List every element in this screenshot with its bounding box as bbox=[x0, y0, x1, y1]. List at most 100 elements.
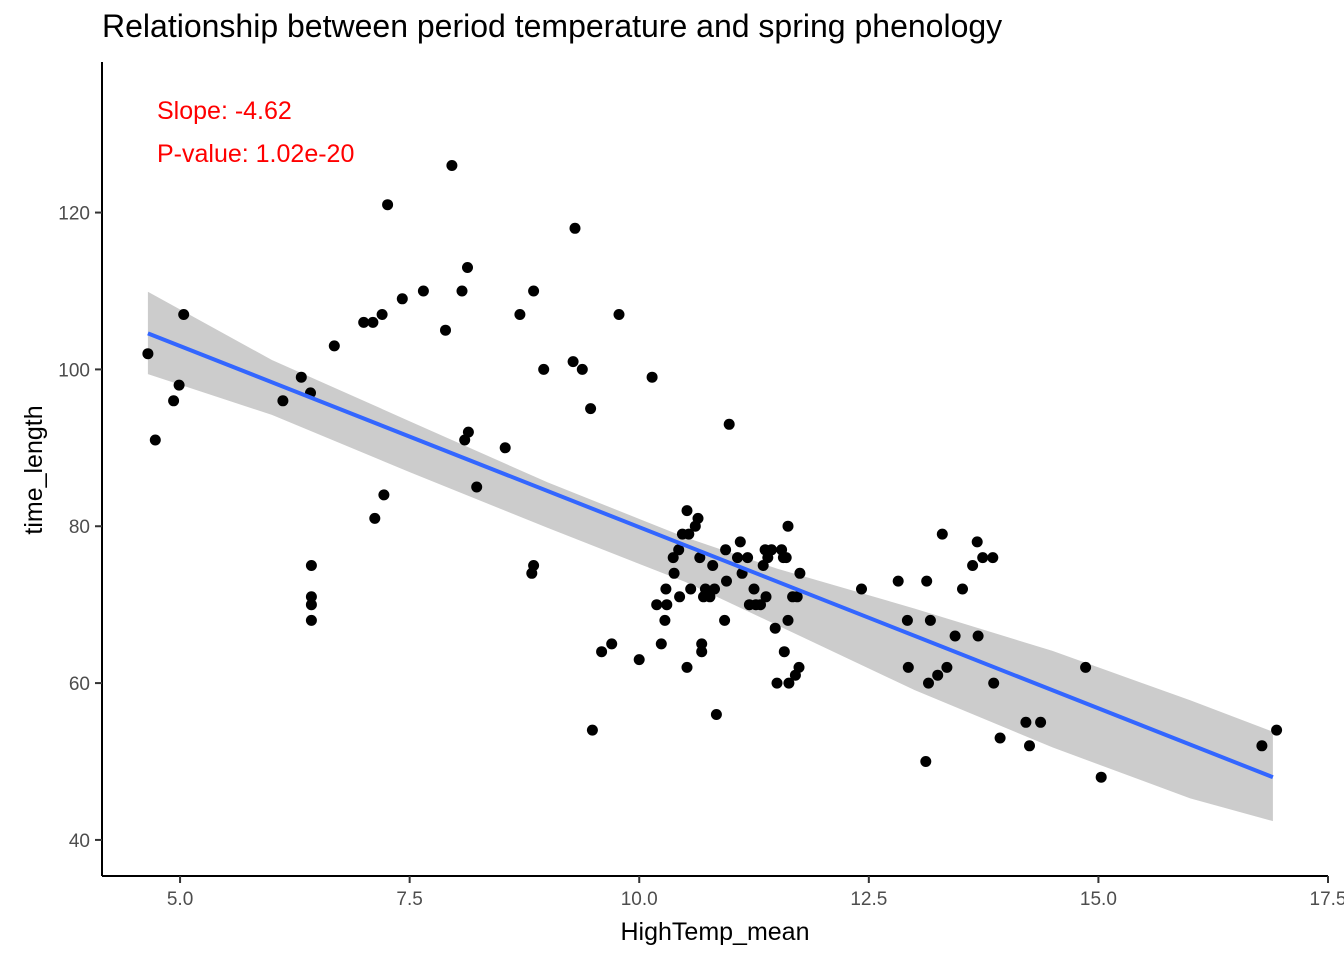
data-point bbox=[696, 646, 708, 658]
data-point bbox=[988, 677, 1000, 689]
data-point bbox=[1256, 740, 1268, 752]
data-point bbox=[660, 583, 672, 595]
data-point bbox=[710, 709, 722, 720]
data-point bbox=[538, 363, 550, 375]
data-point bbox=[376, 309, 388, 320]
data-point bbox=[378, 489, 390, 501]
data-point bbox=[720, 544, 732, 556]
data-point bbox=[659, 614, 671, 626]
data-point bbox=[923, 677, 934, 689]
data-point bbox=[305, 599, 317, 611]
data-point bbox=[673, 544, 685, 556]
data-point bbox=[462, 262, 473, 273]
fit-line-layer bbox=[147, 331, 1274, 780]
data-point bbox=[613, 309, 625, 320]
data-point bbox=[358, 316, 370, 328]
data-point bbox=[277, 395, 289, 407]
data-point bbox=[683, 528, 695, 540]
data-point bbox=[721, 575, 732, 587]
data-point bbox=[936, 528, 948, 540]
axes-layer: 5.0 7.5 10.0 12.5 15.0 17.5 40 60 80 100 120 bbox=[58, 62, 1344, 910]
data-point bbox=[719, 614, 731, 626]
data-point bbox=[417, 285, 429, 297]
data-point bbox=[924, 614, 936, 626]
chart-title: Relationship between period temperature … bbox=[102, 8, 1003, 44]
data-point bbox=[892, 575, 904, 587]
data-point bbox=[771, 677, 783, 689]
x-tick-label: 5.0 bbox=[167, 889, 193, 910]
data-point bbox=[576, 363, 588, 375]
data-point bbox=[606, 638, 618, 650]
data-point bbox=[949, 630, 961, 642]
data-point bbox=[369, 512, 381, 524]
data-point bbox=[305, 614, 317, 626]
slope-annotation: Slope: -4.62 bbox=[157, 97, 292, 125]
data-point bbox=[382, 199, 394, 211]
data-point bbox=[709, 583, 720, 595]
data-point bbox=[471, 481, 483, 493]
data-point bbox=[734, 536, 746, 548]
data-point bbox=[1020, 716, 1032, 728]
data-point bbox=[646, 371, 658, 383]
data-point bbox=[514, 309, 526, 320]
data-point bbox=[328, 340, 340, 352]
data-point bbox=[794, 567, 806, 579]
data-point bbox=[760, 591, 772, 603]
data-point bbox=[586, 724, 598, 736]
data-point bbox=[732, 552, 743, 564]
data-point bbox=[902, 661, 914, 673]
data-point bbox=[766, 544, 777, 556]
data-point bbox=[178, 309, 190, 320]
data-point bbox=[901, 614, 913, 626]
y-tick-label: 100 bbox=[58, 360, 90, 381]
data-point bbox=[655, 638, 667, 650]
data-point bbox=[528, 285, 540, 297]
x-tick-label: 7.5 bbox=[396, 889, 422, 910]
data-point bbox=[499, 442, 511, 454]
data-point bbox=[462, 426, 474, 438]
data-point bbox=[295, 371, 307, 383]
x-tick-label: 10.0 bbox=[621, 889, 658, 910]
data-point bbox=[742, 552, 754, 564]
pvalue-annotation: P-value: 1.02e-20 bbox=[157, 140, 354, 168]
data-point bbox=[1095, 771, 1107, 783]
data-point bbox=[782, 520, 794, 532]
data-point bbox=[748, 583, 760, 595]
data-point bbox=[694, 552, 706, 564]
data-point bbox=[1271, 724, 1283, 736]
y-tick-label: 80 bbox=[69, 517, 90, 538]
data-point bbox=[957, 583, 968, 595]
data-point bbox=[528, 560, 540, 571]
data-point bbox=[780, 552, 792, 564]
data-point bbox=[651, 599, 663, 611]
data-point bbox=[661, 599, 673, 611]
data-point bbox=[667, 552, 679, 564]
regression-line bbox=[147, 331, 1274, 780]
data-point bbox=[971, 536, 983, 548]
data-point bbox=[633, 654, 645, 666]
y-tick-label: 60 bbox=[69, 674, 90, 695]
data-point bbox=[778, 646, 790, 658]
data-point bbox=[769, 622, 781, 634]
data-point bbox=[791, 591, 803, 603]
data-point bbox=[446, 160, 458, 171]
data-point bbox=[173, 379, 185, 391]
data-point bbox=[681, 661, 693, 673]
y-tick-label: 40 bbox=[69, 831, 90, 852]
data-point bbox=[168, 395, 180, 407]
data-point bbox=[674, 591, 686, 603]
data-point bbox=[396, 293, 408, 305]
data-point bbox=[149, 434, 161, 446]
data-point bbox=[440, 324, 451, 336]
data-point bbox=[681, 505, 693, 517]
data-point bbox=[456, 285, 468, 297]
data-point bbox=[967, 560, 979, 571]
data-point bbox=[921, 575, 933, 587]
data-point bbox=[1024, 740, 1035, 752]
data-point bbox=[856, 583, 867, 595]
data-point bbox=[696, 638, 708, 650]
data-point bbox=[692, 512, 704, 524]
data-point bbox=[977, 552, 989, 564]
data-point bbox=[723, 418, 735, 430]
